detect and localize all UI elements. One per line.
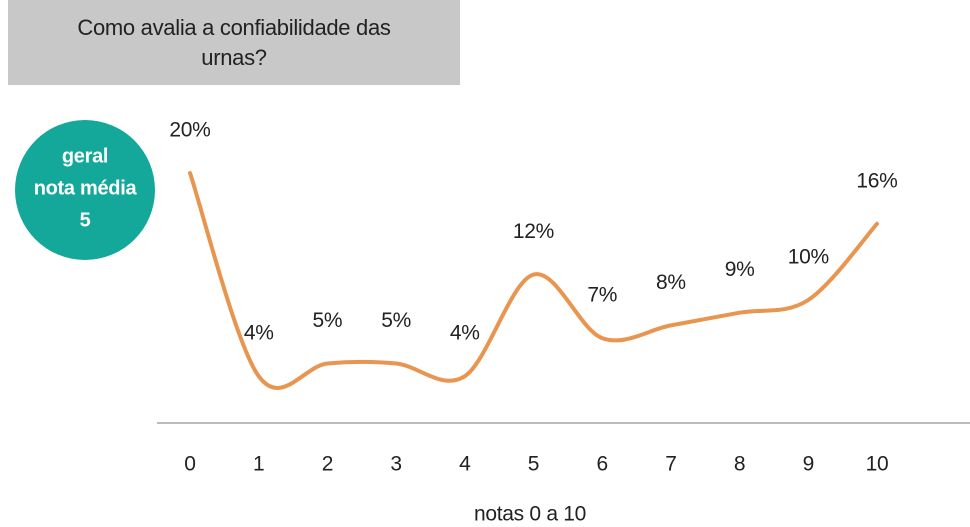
data-label: 16% (856, 169, 897, 192)
x-tick-label: 7 (665, 453, 676, 476)
data-label: 4% (450, 322, 480, 345)
line (188, 171, 879, 390)
x-tick-label: 10 (866, 453, 889, 476)
chart-title: Como avalia a confiabilidade das urnas? (77, 14, 391, 70)
badge: geral nota média 5 (15, 120, 155, 260)
x-tick-label: 5 (528, 453, 539, 476)
badge-label: geral (62, 145, 108, 167)
title-box: Como avalia a confiabilidade das urnas? (8, 0, 460, 85)
x-tick-label: 4 (459, 453, 471, 476)
x-tick-label: 9 (803, 453, 814, 476)
x-axis-label: notas 0 a 10 (474, 503, 586, 526)
data-label: 9% (725, 258, 755, 281)
x-tick-label: 8 (734, 453, 745, 476)
data-label: 12% (513, 220, 554, 243)
badge-value: 5 (80, 209, 91, 231)
data-label: 7% (587, 284, 617, 307)
data-label: 4% (244, 322, 274, 345)
data-label: 5% (313, 309, 343, 332)
badge-circle (15, 120, 155, 260)
data-label: 10% (788, 246, 829, 269)
x-tick-label: 6 (597, 453, 608, 476)
x-tick-label: 0 (184, 453, 195, 476)
data-label: 8% (656, 271, 686, 294)
x-tick-label: 1 (253, 453, 264, 476)
badge-label: nota média (34, 177, 138, 199)
data-label: 20% (169, 119, 210, 142)
data-label: 5% (381, 309, 411, 332)
x-tick-label: 3 (390, 453, 401, 476)
x-tick-label: 2 (322, 453, 333, 476)
